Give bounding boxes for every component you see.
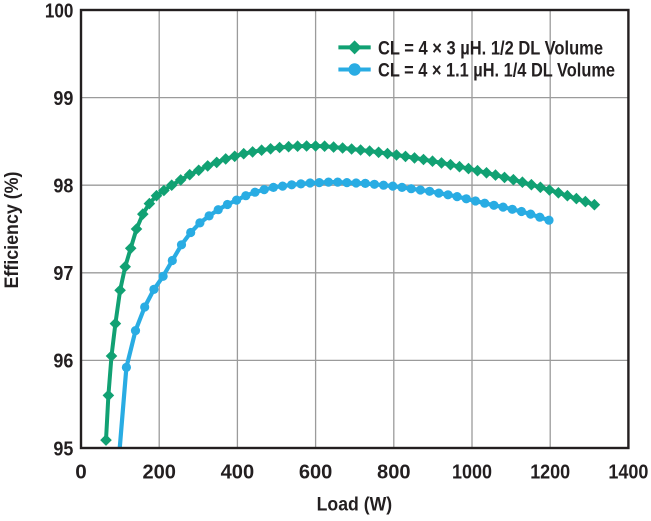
svg-text:96: 96	[53, 351, 73, 373]
svg-text:1000: 1000	[452, 461, 492, 483]
svg-text:95: 95	[53, 438, 73, 460]
svg-text:200: 200	[142, 461, 176, 483]
svg-text:99: 99	[53, 88, 73, 110]
svg-text:600: 600	[299, 461, 333, 483]
svg-text:97: 97	[53, 263, 73, 285]
svg-text:CL = 4 × 3 µH. 1/2 DL Volume: CL = 4 × 3 µH. 1/2 DL Volume	[378, 38, 603, 59]
svg-text:98: 98	[53, 176, 73, 198]
svg-text:Efficiency (%): Efficiency (%)	[1, 172, 23, 289]
svg-text:1400: 1400	[608, 461, 648, 483]
svg-text:CL = 4 × 1.1 µH. 1/4 DL Volume: CL = 4 × 1.1 µH. 1/4 DL Volume	[378, 60, 615, 81]
svg-text:Load (W): Load (W)	[317, 494, 393, 516]
svg-text:800: 800	[377, 461, 411, 483]
svg-text:400: 400	[221, 461, 255, 483]
svg-text:100: 100	[45, 0, 74, 22]
svg-text:1200: 1200	[530, 461, 570, 483]
svg-text:0: 0	[75, 461, 87, 483]
